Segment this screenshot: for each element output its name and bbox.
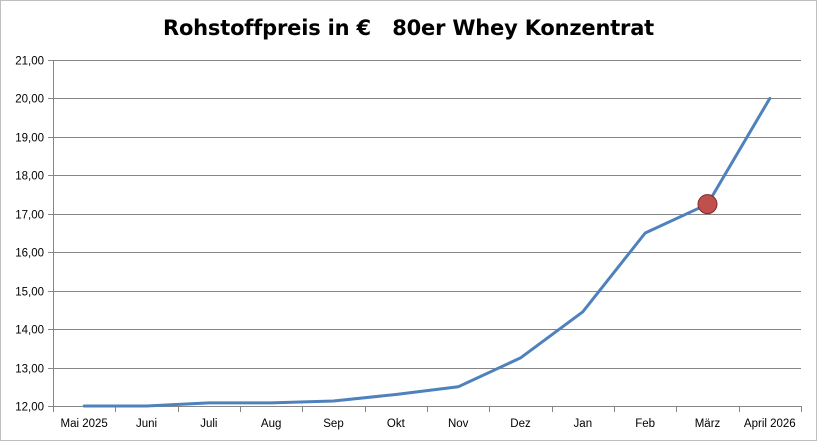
y-tick-label: 14,00 [15, 325, 44, 337]
x-tick-label: Sep [323, 418, 343, 430]
highlight-point [697, 194, 718, 215]
x-tick-label: März [695, 418, 721, 430]
x-tick-label: Dez [510, 418, 531, 430]
y-tick-label: 19,00 [15, 133, 44, 145]
y-tick-label: 12,00 [15, 402, 44, 414]
x-axis: Mai 2025 Juni Juli Aug Sep Okt Nov Dez Jan Feb Mär… [53, 406, 802, 430]
y-axis: 12,00 13,00 14,00 15,00 16,00 17,00 18,00 19,00… [15, 56, 54, 414]
x-tick-label: Nov [448, 418, 469, 430]
y-tick-label: 13,00 [15, 364, 44, 376]
y-tick-label: 20,00 [15, 94, 44, 106]
chart-title: Rohstoffpreis in € 80er Whey Konzentrat [162, 16, 655, 40]
x-tick-label: Juli [200, 418, 217, 430]
x-tick-label: April 2026 [744, 418, 796, 430]
y-tick-label: 21,00 [15, 56, 44, 68]
x-tick-label: Juni [136, 418, 157, 430]
x-tick-label: Mai 2025 [61, 418, 108, 430]
y-tick-label: 17,00 [15, 210, 44, 222]
y-tick-label: 16,00 [15, 248, 44, 260]
series-line [82, 96, 772, 408]
x-tick-label: Okt [387, 418, 406, 430]
x-tick-label: Feb [635, 418, 655, 430]
series-layer [82, 96, 772, 408]
x-tick-label: Jan [574, 418, 593, 430]
gridlines [53, 60, 801, 407]
y-tick-label: 15,00 [15, 287, 44, 299]
x-tick-label: Aug [261, 418, 281, 430]
y-tick-label: 18,00 [15, 171, 44, 183]
